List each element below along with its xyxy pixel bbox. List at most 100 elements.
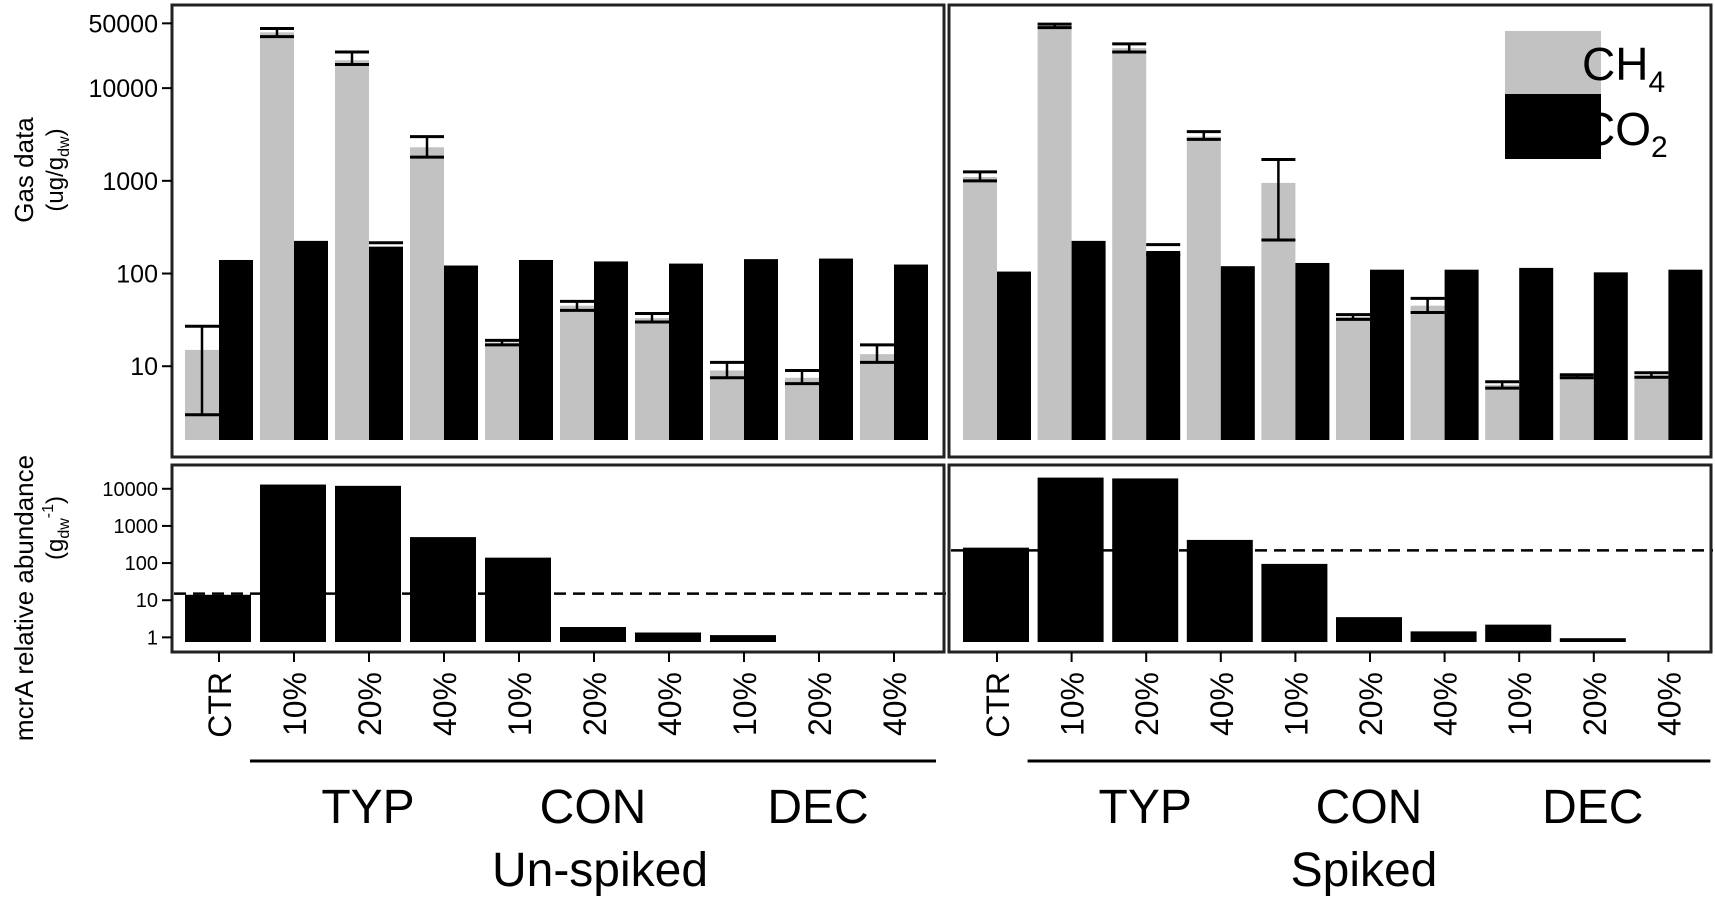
spiked-ch4-bar (1410, 305, 1445, 440)
spiked-mcra-bar (1112, 478, 1179, 642)
spiked-x-tick-label: 40% (1204, 672, 1240, 736)
unspiked-co2-bar (894, 264, 928, 440)
unspiked-ch4-bar (335, 60, 369, 441)
mcra-ylabel-units: (gdw-1) (40, 496, 73, 560)
unspiked-group-label: DEC (767, 781, 868, 834)
unspiked-x-tick-label: 20% (577, 672, 613, 736)
unspiked-co2-bar (369, 246, 403, 440)
unspiked-x-tick-label: 20% (802, 672, 838, 736)
spiked-group-label: CON (1316, 781, 1423, 834)
mcra-y-tick-label: 1000 (114, 516, 159, 538)
spiked-mcra-bar (1336, 617, 1402, 642)
spiked-x-tick-label: 40% (1651, 672, 1687, 736)
unspiked-mcra-bar (560, 627, 626, 642)
mcra-y-tick-label: 100 (125, 553, 158, 575)
gas-ylabel-line1: Gas data (9, 117, 39, 223)
unspiked-mcra-bar (335, 485, 401, 642)
unspiked-co2-bar (519, 259, 553, 440)
legend-swatch-co2 (1505, 94, 1601, 159)
mcra-y-tick-label: 10000 (102, 479, 158, 501)
unspiked-ch4-bar (860, 354, 894, 440)
unspiked-x-tick-label: CTR (202, 672, 238, 738)
unspiked-x-tick-label: 40% (427, 672, 463, 736)
unspiked-panel-title: Un-spiked (492, 844, 708, 897)
unspiked-x-tick-label: 10% (502, 672, 538, 736)
spiked-ch4-bar (1112, 48, 1147, 440)
spiked-mcra-bar (1261, 563, 1328, 642)
unspiked-ch4-bar (485, 342, 519, 440)
spiked-co2-bar (1220, 266, 1255, 440)
gas-y-tick-label: 100 (116, 261, 158, 289)
spiked-co2-bar (1593, 272, 1628, 440)
spiked-mcra-bar (963, 547, 1029, 642)
unspiked-x-tick-label: 10% (277, 672, 313, 736)
unspiked-x-tick-label: 40% (877, 672, 913, 736)
spiked-co2-bar (1519, 267, 1554, 440)
spiked-ch4-bar (1559, 376, 1594, 440)
gas-ylabel-units: (ug/gdw) (42, 128, 73, 211)
unspiked-co2-bar (819, 258, 853, 440)
unspiked-x-tick-label: 20% (352, 672, 388, 736)
legend: CH4 CO2 (1505, 31, 1668, 164)
spiked-mcra-bar (1410, 631, 1477, 642)
spiked-mcra-bar (1485, 624, 1552, 642)
spiked-mcra-bar (1559, 638, 1626, 642)
spiked-co2-bar (1444, 269, 1479, 440)
legend-label-co2: CO2 (1582, 103, 1668, 164)
unspiked-ch4-bar (710, 370, 744, 440)
legend-label-ch4: CH4 (1582, 38, 1665, 99)
unspiked-mcra-bar (260, 484, 326, 642)
spiked-ch4-bar (963, 176, 997, 441)
spiked-mcra-bar (1186, 539, 1253, 642)
unspiked-ch4-bar (260, 32, 294, 440)
spiked-group-label: TYP (1099, 781, 1192, 834)
spiked-co2-bar (1295, 262, 1330, 440)
unspiked-group-label: CON (540, 781, 647, 834)
spiked-x-tick-label: 20% (1353, 672, 1389, 736)
spiked-mcra-panel-frame (947, 463, 1713, 654)
spiked-co2-bar (1146, 250, 1181, 440)
spiked-ch4-bar (1634, 375, 1669, 440)
spiked-x-tick-label: CTR (980, 672, 1016, 738)
gas-y-tick-label: 10 (130, 353, 158, 381)
spiked-x-tick-label: 10% (1055, 672, 1091, 736)
spiked-mcra-bar (1037, 477, 1104, 642)
spiked-co2-bar (1668, 269, 1703, 440)
unspiked-mcra-bar (710, 635, 776, 642)
unspiked-x-tick-label: 10% (727, 672, 763, 736)
unspiked-ch4-bar (410, 147, 444, 440)
unspiked-mcra-bar (410, 537, 476, 642)
unspiked-mcra-bar (185, 594, 251, 642)
unspiked-co2-bar (744, 259, 778, 440)
spiked-x-tick-label: 40% (1428, 672, 1464, 736)
spiked-ch4-bar (1336, 316, 1370, 440)
unspiked-ch4-bar (560, 305, 594, 440)
spiked-x-tick-label: 10% (1278, 672, 1314, 736)
mcra-y-tick-label: 1 (147, 627, 158, 649)
spiked-x-tick-label: 10% (1502, 672, 1538, 736)
unspiked-co2-bar (219, 259, 253, 440)
spiked-group-label: DEC (1542, 781, 1643, 834)
spiked-ch4-bar (1485, 384, 1520, 440)
gas-ylabel: Gas data (9, 117, 39, 223)
unspiked-x-tick-label: 40% (652, 672, 688, 736)
gas-y-tick-label: 1000 (102, 168, 158, 196)
unspiked-co2-bar (594, 261, 628, 440)
unspiked-mcra-bar (635, 632, 701, 642)
unspiked-mcra-bar (485, 557, 551, 642)
unspiked-group-label: TYP (321, 781, 414, 834)
spiked-x-tick-label: 20% (1577, 672, 1613, 736)
unspiked-ch4-bar (635, 318, 669, 440)
unspiked-co2-bar (294, 240, 328, 440)
spiked-x-tick-label: 20% (1129, 672, 1165, 736)
spiked-ch4-bar (1037, 25, 1072, 441)
mcra-y-tick-label: 10 (136, 590, 158, 612)
spiked-co2-bar (997, 271, 1031, 440)
unspiked-mcra-panel-frame (170, 463, 946, 654)
mcra-ylabel: mcrA relative abundance (9, 455, 39, 741)
legend-swatch-ch4 (1505, 31, 1601, 94)
spiked-co2-bar (1370, 269, 1404, 440)
unspiked-gas-panel-frame (170, 3, 946, 459)
unspiked-ch4-bar (785, 377, 819, 440)
